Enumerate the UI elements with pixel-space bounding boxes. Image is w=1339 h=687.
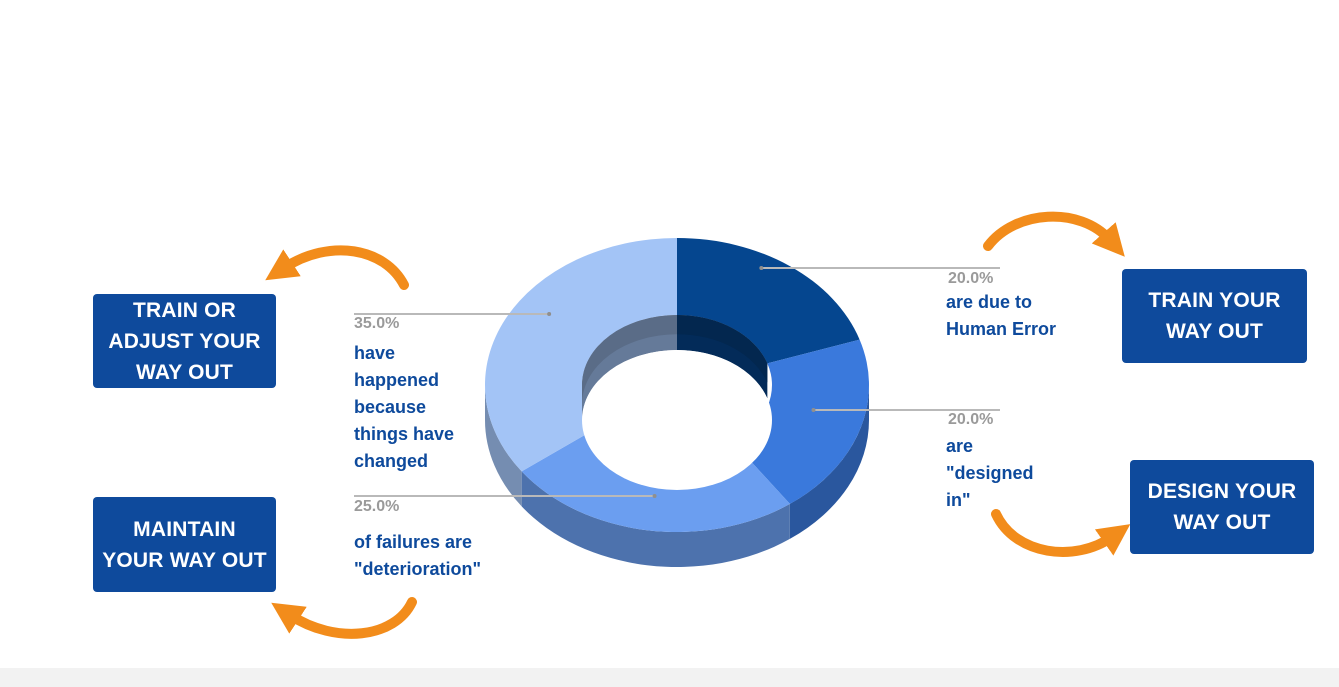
leader-dot-deterioration xyxy=(652,494,657,498)
pct-label-designed-in: 20.0% xyxy=(948,411,994,428)
desc-designed-in-line-1: are xyxy=(946,436,974,456)
side-changed xyxy=(485,385,522,507)
train-adjust-line-2: ADJUST YOUR xyxy=(108,329,261,353)
desc-changed: have happened because things have change… xyxy=(354,340,454,475)
design-box: DESIGN YOUR WAY OUT xyxy=(1130,460,1314,554)
desc-deterioration: of failures are "deterioration" xyxy=(354,529,481,583)
leader-lines xyxy=(354,266,1000,498)
pct-label-deterioration: 25.0% xyxy=(354,498,400,515)
slice-designed-in xyxy=(732,339,869,504)
train-box: TRAIN YOUR WAY OUT xyxy=(1122,269,1307,363)
train-line-2: WAY OUT xyxy=(1165,320,1264,343)
pct-label-changed: 35.0% xyxy=(354,315,400,332)
inner-rim-human-error xyxy=(677,315,768,383)
side-designed-in xyxy=(789,385,870,539)
desc-deterioration-line-2: "deterioration" xyxy=(354,559,482,579)
desc-designed-in-line-2: "designed xyxy=(946,463,1034,483)
desc-changed-line-3: because xyxy=(354,397,427,417)
side-deterioration xyxy=(521,471,790,567)
desc-designed-in-line-3: in" xyxy=(946,490,971,510)
desc-changed-line-4: things have xyxy=(354,424,455,444)
desc-human-error-line-1: are due to xyxy=(946,292,1033,312)
pct-label-human-error: 20.0% xyxy=(948,270,994,287)
train-line-1: TRAIN YOUR xyxy=(1148,289,1281,312)
desc-human-error: are due to Human Error xyxy=(946,289,1056,343)
design-line-1: DESIGN YOUR xyxy=(1147,480,1297,503)
arrow-train-adjust-icon xyxy=(265,245,409,290)
inner-rim-changed xyxy=(582,315,677,405)
train-adjust-line-1: TRAIN OR xyxy=(132,298,237,322)
desc-changed-line-5: changed xyxy=(354,451,429,471)
leader-dot-designed-in xyxy=(811,408,816,412)
desc-changed-line-1: have xyxy=(354,343,396,363)
maintain-line-1: MAINTAIN xyxy=(133,517,236,541)
desc-deterioration-line-1: of failures are xyxy=(354,532,473,552)
maintain-box: MAINTAIN YOUR WAY OUT xyxy=(93,497,276,592)
design-line-2: WAY OUT xyxy=(1173,511,1271,534)
arrow-design-icon xyxy=(991,509,1131,557)
leader-dot-changed xyxy=(547,312,552,316)
desc-changed-line-2: happened xyxy=(354,370,440,390)
slice-changed xyxy=(485,238,677,472)
arrow-maintain-icon xyxy=(271,597,417,639)
orange-arrows xyxy=(265,211,1131,639)
desc-designed-in: are "designed in" xyxy=(946,433,1034,514)
maintain-line-2: YOUR WAY OUT xyxy=(102,548,267,572)
train-adjust-box: TRAIN OR ADJUST YOUR WAY OUT xyxy=(93,294,276,388)
bottom-strip xyxy=(0,668,1339,687)
slice-human-error xyxy=(677,238,860,364)
desc-human-error-line-2: Human Error xyxy=(946,319,1057,339)
donut-chart xyxy=(485,238,870,567)
arrow-train-icon xyxy=(983,211,1125,257)
donut-hole xyxy=(582,350,772,490)
train-adjust-line-3: WAY OUT xyxy=(135,360,234,384)
leader-dot-human-error xyxy=(759,266,764,270)
